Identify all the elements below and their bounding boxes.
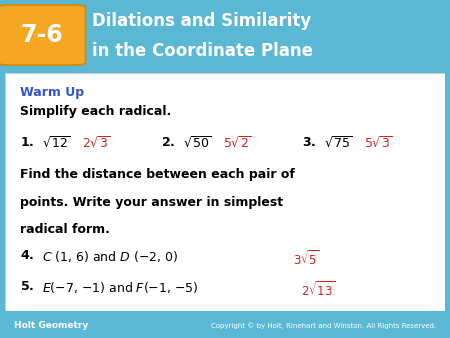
Text: Warm Up: Warm Up bbox=[20, 86, 85, 99]
Text: $\mathbf{4.}$: $\mathbf{4.}$ bbox=[20, 249, 35, 262]
Text: 7-6: 7-6 bbox=[20, 23, 63, 47]
Text: radical form.: radical form. bbox=[20, 223, 110, 236]
Text: $\mathbf{3.}$: $\mathbf{3.}$ bbox=[302, 136, 316, 149]
Text: Simplify each radical.: Simplify each radical. bbox=[20, 105, 171, 118]
FancyBboxPatch shape bbox=[0, 5, 86, 65]
Text: $5\sqrt{3}$: $5\sqrt{3}$ bbox=[364, 136, 392, 151]
Text: $\mathbf{2.}$: $\mathbf{2.}$ bbox=[161, 136, 176, 149]
Text: $2\sqrt{3}$: $2\sqrt{3}$ bbox=[82, 136, 111, 151]
Text: $3\sqrt{5}$: $3\sqrt{5}$ bbox=[293, 249, 320, 268]
Text: $\sqrt{75}$: $\sqrt{75}$ bbox=[324, 136, 353, 151]
Text: $5\sqrt{2}$: $5\sqrt{2}$ bbox=[223, 136, 252, 151]
Text: in the Coordinate Plane: in the Coordinate Plane bbox=[92, 42, 313, 60]
Text: Dilations and Similarity: Dilations and Similarity bbox=[92, 12, 311, 30]
Text: Holt Geometry: Holt Geometry bbox=[14, 321, 88, 331]
Text: $C$ (1, 6) and $D$ (−2, 0): $C$ (1, 6) and $D$ (−2, 0) bbox=[42, 249, 179, 264]
Text: $\sqrt{12}$: $\sqrt{12}$ bbox=[42, 136, 72, 151]
Text: points. Write your answer in simplest: points. Write your answer in simplest bbox=[20, 196, 284, 209]
FancyBboxPatch shape bbox=[5, 73, 445, 311]
Text: Copyright © by Holt, Rinehart and Winston. All Rights Reserved.: Copyright © by Holt, Rinehart and Winsto… bbox=[212, 323, 436, 329]
Text: $\mathbf{1.}$: $\mathbf{1.}$ bbox=[20, 136, 35, 149]
Text: $\sqrt{50}$: $\sqrt{50}$ bbox=[183, 136, 212, 151]
Text: $\mathbf{5.}$: $\mathbf{5.}$ bbox=[20, 280, 35, 293]
Text: Find the distance between each pair of: Find the distance between each pair of bbox=[20, 168, 295, 181]
Text: $2\sqrt{13}$: $2\sqrt{13}$ bbox=[301, 280, 335, 299]
Text: $E$(−7, −1) and $F$(−1, −5): $E$(−7, −1) and $F$(−1, −5) bbox=[42, 280, 199, 295]
